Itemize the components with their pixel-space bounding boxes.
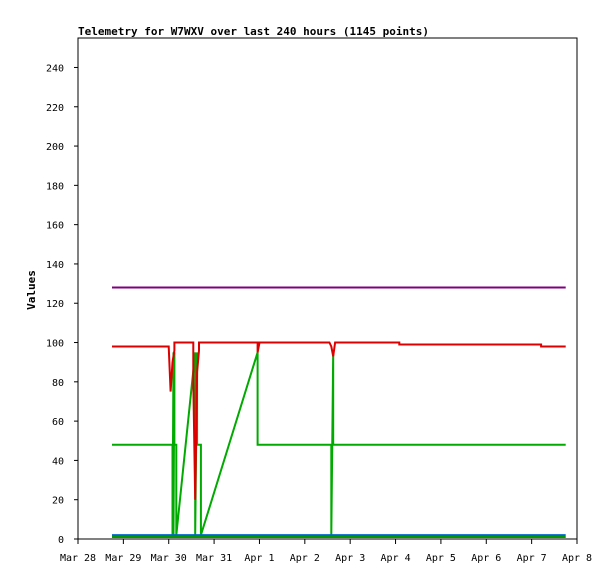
y-tick-label: 20	[52, 496, 64, 507]
y-tick-label: 200	[46, 142, 64, 153]
x-tick-label: Apr 7	[517, 553, 547, 564]
series-line-3	[112, 341, 566, 500]
y-tick-label: 180	[46, 181, 64, 192]
series-group	[112, 286, 566, 538]
y-tick-label: 40	[52, 456, 64, 467]
plot-area	[77, 37, 578, 540]
x-tick-label: Apr 2	[290, 553, 320, 564]
y-tick-label: 0	[58, 535, 64, 546]
x-tick-label: Apr 3	[335, 553, 365, 564]
series-line-2	[112, 352, 566, 536]
y-tick-label: 120	[46, 299, 64, 310]
x-tick-label: Apr 4	[380, 553, 410, 564]
x-tick-label: Mar 30	[151, 553, 187, 564]
y-tick-label: 160	[46, 221, 64, 232]
y-tick-label: 240	[46, 63, 64, 74]
x-tick-label: Mar 31	[196, 553, 232, 564]
chart-title: Telemetry for W7WXV over last 240 hours …	[78, 25, 429, 38]
x-tick-label: Apr 6	[471, 553, 501, 564]
x-tick-label: Apr 5	[426, 553, 456, 564]
x-tick-label: Mar 28	[60, 553, 96, 564]
x-tick-label: Apr 8	[562, 553, 592, 564]
y-axis: 0 20 40 60 80 100 120 140 160 180 200 220 240	[46, 63, 78, 546]
y-axis-label: Values	[25, 270, 38, 310]
y-tick-label: 80	[52, 378, 64, 389]
y-tick-label: 60	[52, 417, 64, 428]
x-tick-label: Mar 29	[105, 553, 141, 564]
y-tick-label: 100	[46, 339, 64, 350]
x-axis: Mar 28 Mar 29 Mar 30 Mar 31 Apr 1 Apr 2 Apr 3 A…	[60, 539, 592, 564]
y-tick-label: 140	[46, 260, 64, 271]
y-tick-label: 220	[46, 103, 64, 114]
x-tick-label: Apr 1	[244, 553, 274, 564]
